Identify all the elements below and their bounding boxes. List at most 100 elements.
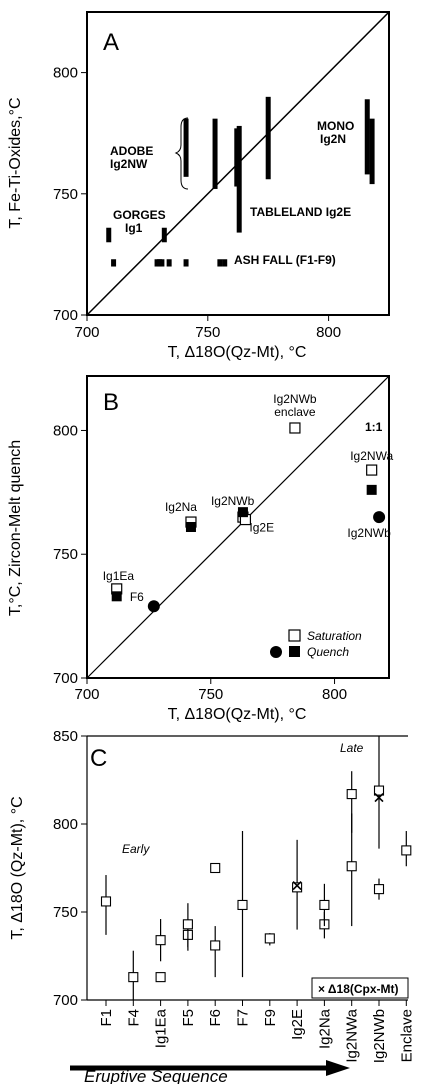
panel-b-one-to-one-line [86,375,390,679]
legend-saturation-label: Saturation [307,629,362,643]
panel-b-xlabel: T, Δ18O(Qz-Mt), °C [168,706,307,723]
panel-c-point [128,972,139,983]
panel-c-point [346,789,357,800]
panel-b-xtick-label: 750 [198,686,223,703]
panel-a-range-bar [161,227,167,243]
panel-a-range-bar [106,227,112,243]
panel-c-cross-point [292,881,302,891]
panel-a-range-bar [217,259,223,267]
panel-b-xtick-label: 800 [322,686,347,703]
panel-c-point [373,785,385,796]
label-ig2nwb-upper: Ig2NWb [211,494,255,508]
panel-c-xtick-label: F5 [180,1009,197,1027]
panel-a-range-bar [212,118,218,189]
panel-c-early-label: Early [122,842,150,856]
panel-c-ytick-label: 700 [53,992,78,1009]
panel-a-range-bar [111,259,117,267]
label-ig1ea: Ig1Ea [103,569,135,583]
label-ig2na: Ig2Na [165,500,197,514]
panel-a-ytick-label: 750 [53,186,78,203]
panel-c-ytick-label: 750 [53,904,78,921]
panel-c-point [401,845,412,856]
panel-b-ylabel: T,°C, Zircon-Melt quench [7,440,24,616]
panel-a-bars [86,11,390,316]
legend-saturation-marker [288,629,301,642]
panel-c-point [210,940,221,951]
panel-c-point [319,899,330,911]
annotation-ash-fall: ASH FALL (F1-F9) [234,253,336,267]
panel-c-ylabel: T, Δ18O (Qz-Mt), °C [9,796,26,939]
panel-c-legend-box [311,977,409,999]
panel-a-xtick-label: 800 [316,324,341,341]
panel-c-xtick-label: F6 [207,1009,224,1027]
panel-a-range-bar [369,118,375,185]
panel-a-range-bar [159,259,165,267]
panel-a-xtick-label: 750 [195,324,220,341]
panel-c: C Early Late 700 750 800 850 F1 F4 Ig1Ea F5 F6 F7… [9,728,415,1084]
panel-c-xtick-label: F1 [98,1009,115,1027]
panel-c-xtick-label: Ig1Ea [153,1008,170,1048]
panel-b-letter: B [103,389,119,416]
panel-c-cross-point [374,793,384,803]
panel-c-xtick-label: Ig2NWa [344,1008,361,1062]
label-ig2e: Ig2E [249,521,274,535]
panel-b-ytick-label: 750 [53,546,78,563]
panel-c-xtick-label: F9 [262,1009,279,1027]
adobe-brace [174,117,189,190]
quench-square-point [111,591,122,602]
quench-circle-point [373,511,386,524]
panel-c-xlabel: Eruptive Sequence [84,1067,228,1084]
panel-a-range-bar [183,259,189,267]
quench-circle-point [147,600,160,613]
label-ig2nwb-lower: Ig2NWb [347,526,391,540]
label-enclave-line2: enclave [274,405,316,419]
panel-c-point [373,884,385,895]
quench-square-point [185,522,196,532]
saturation-point [289,422,301,434]
annotation-ig1: Ig1 [125,221,143,235]
panel-b-xtick-label: 700 [74,686,99,703]
quench-square-point [237,507,248,518]
panel-c-point [292,882,303,893]
panel-a-range-bar [236,125,242,233]
panel-b-frame [86,375,390,679]
panel-a-letter: A [103,29,119,56]
panel-c-points [100,736,412,1000]
label-enclave-line1: Ig2NWb [273,392,317,406]
label-f6: F6 [130,590,144,604]
saturation-point [366,464,378,476]
panel-c-ticks: 700 750 800 850 F1 F4 Ig1Ea F5 F6 F7 F9 Ig2E Ig2Na Ig… [53,728,415,1063]
panel-a-ytick-label: 800 [53,65,78,82]
panel-a-range-bar [364,99,370,175]
label-ig2nwa: Ig2NWa [350,449,393,463]
annotation-gorges: GORGES [113,208,166,222]
panel-c-late-label: Late [340,741,364,755]
panel-c-xtick-label: Ig2E [289,1009,306,1040]
panel-c-letter: C [90,745,107,772]
annotation-mono: MONO [317,119,354,133]
panel-c-point [155,972,166,983]
panel-c-legend-label: × Δ18(Cpx-Mt) [318,982,399,996]
panel-c-xtick-label: Ig2Na [316,1008,333,1049]
legend-quench-label: Quench [307,645,349,659]
panel-b-ytick-label: 800 [53,422,78,439]
panel-b-ytick-label: 700 [53,670,78,687]
panel-a-range-bar [183,118,189,177]
quench-square-point [366,484,377,495]
panel-c-point [182,919,193,930]
panel-a-ylabel: T, Fe-Ti-Oxides,°C [7,97,24,228]
panel-c-point [100,896,112,907]
panel-c-point [346,861,357,872]
annotation-ig2n: Ig2N [320,132,346,146]
panel-c-xtick-label: F4 [125,1009,142,1027]
panel-c-xtick-label: F7 [235,1009,252,1027]
panel-c-point [210,862,221,874]
annotation-ig2nw: Ig2NW [110,157,148,171]
panel-c-point [264,933,275,944]
